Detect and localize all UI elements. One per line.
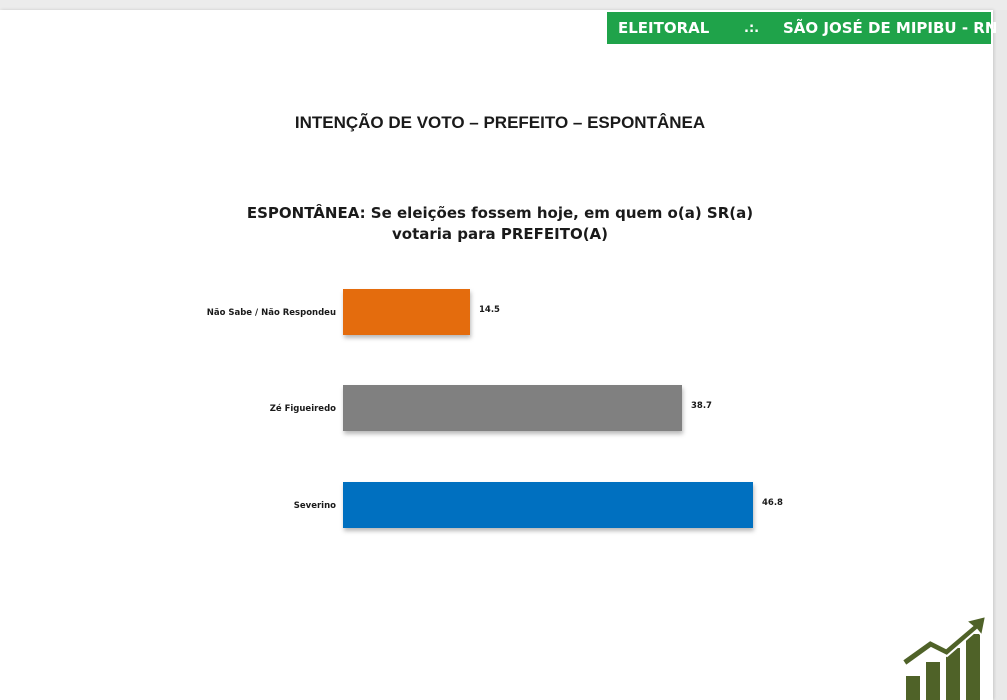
bar-1 — [343, 289, 470, 335]
window-top-strip — [0, 0, 1007, 10]
bar-3 — [343, 482, 753, 528]
value-label-3: 46.8 — [762, 498, 783, 508]
category-label-2: Zé Figueiredo — [270, 403, 336, 414]
category-label-3: Severino — [294, 501, 336, 511]
category-label-1: Não Sabe / Não Respondeu — [207, 308, 336, 318]
logo-bar-2 — [926, 662, 940, 700]
chart-subtitle-line-1: ESPONTÂNEA: Se eleições fossem hoje, em … — [246, 204, 754, 222]
value-label-2: 38.7 — [691, 401, 712, 411]
chart-title: INTENÇÃO DE VOTO – PREFEITO – ESPONTÂNEA — [294, 113, 706, 132]
logo-bar-3 — [946, 648, 960, 700]
chart-subtitle-line-2: votaria para PREFEITO(A) — [391, 225, 609, 243]
header-category: ELEITORAL — [618, 19, 710, 37]
chart-subtitle: ESPONTÂNEA: Se eleições fossem hoje, em … — [200, 203, 800, 245]
bar-2 — [343, 385, 682, 431]
logo-arrow — [900, 614, 988, 668]
logo-bar-1 — [906, 676, 920, 700]
header-bar: ELEITORAL .:. SÃO JOSÉ DE MIPIBU - RN — [607, 12, 997, 44]
bar-chart-growth-arrow-icon — [900, 614, 988, 700]
header-location: SÃO JOSÉ DE MIPIBU - RN — [783, 19, 998, 37]
value-label-1: 14.5 — [479, 305, 500, 315]
slide — [0, 10, 993, 700]
header-separator: .:. — [744, 21, 760, 36]
logo-bar-4 — [966, 634, 980, 700]
